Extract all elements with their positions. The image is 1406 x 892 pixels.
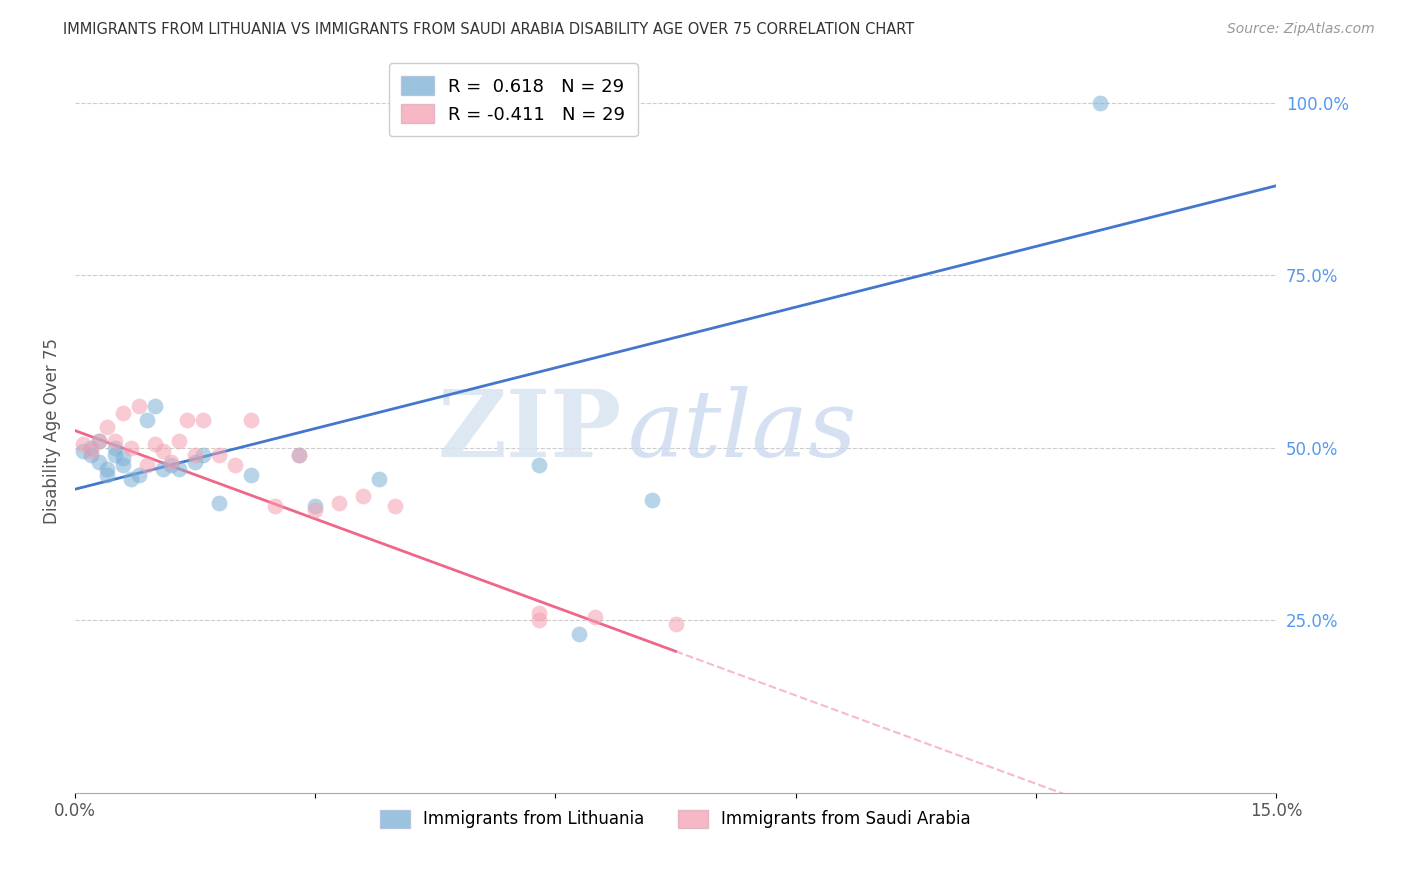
Point: [664, 616, 686, 631]
Point: [128, 468, 150, 483]
Point: [224, 458, 246, 472]
Point: [529, 607, 551, 621]
Point: [352, 489, 374, 503]
Point: [104, 441, 127, 455]
Point: [104, 434, 127, 448]
Point: [264, 500, 287, 514]
Point: [87, 434, 110, 448]
Point: [143, 400, 166, 414]
Point: [87, 455, 110, 469]
Point: [152, 444, 174, 458]
Point: [184, 448, 207, 462]
Legend: Immigrants from Lithuania, Immigrants from Saudi Arabia: Immigrants from Lithuania, Immigrants fr…: [374, 803, 977, 835]
Point: [96, 461, 118, 475]
Point: [152, 461, 174, 475]
Point: [640, 492, 662, 507]
Point: [384, 500, 406, 514]
Point: [96, 468, 118, 483]
Point: [72, 444, 94, 458]
Point: [1088, 95, 1111, 110]
Point: [184, 455, 207, 469]
Point: [112, 458, 135, 472]
Y-axis label: Disability Age Over 75: Disability Age Over 75: [44, 337, 60, 524]
Point: [160, 455, 183, 469]
Point: [368, 472, 391, 486]
Point: [80, 448, 103, 462]
Point: [112, 451, 135, 466]
Point: [167, 434, 190, 448]
Point: [96, 420, 118, 434]
Point: [304, 503, 326, 517]
Point: [568, 627, 591, 641]
Point: [136, 458, 159, 472]
Text: Source: ZipAtlas.com: Source: ZipAtlas.com: [1227, 22, 1375, 37]
Point: [240, 468, 263, 483]
Text: IMMIGRANTS FROM LITHUANIA VS IMMIGRANTS FROM SAUDI ARABIA DISABILITY AGE OVER 75: IMMIGRANTS FROM LITHUANIA VS IMMIGRANTS …: [63, 22, 914, 37]
Point: [240, 413, 263, 427]
Point: [529, 613, 551, 627]
Point: [176, 413, 198, 427]
Point: [288, 448, 311, 462]
Point: [120, 441, 142, 455]
Point: [191, 413, 214, 427]
Point: [288, 448, 311, 462]
Point: [128, 400, 150, 414]
Point: [529, 458, 551, 472]
Point: [304, 500, 326, 514]
Point: [167, 461, 190, 475]
Point: [112, 406, 135, 420]
Point: [143, 437, 166, 451]
Point: [585, 609, 607, 624]
Point: [160, 458, 183, 472]
Point: [80, 444, 103, 458]
Point: [136, 413, 159, 427]
Text: atlas: atlas: [627, 385, 858, 475]
Text: ZIP: ZIP: [437, 385, 621, 475]
Point: [120, 472, 142, 486]
Point: [328, 496, 350, 510]
Point: [191, 448, 214, 462]
Point: [208, 496, 231, 510]
Point: [87, 434, 110, 448]
Point: [208, 448, 231, 462]
Point: [72, 437, 94, 451]
Point: [104, 448, 127, 462]
Point: [80, 441, 103, 455]
